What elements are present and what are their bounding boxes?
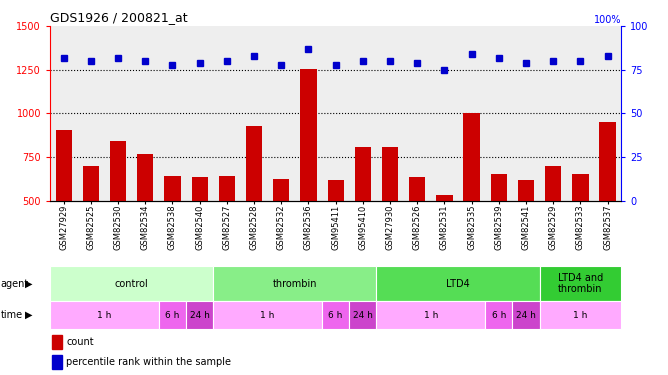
Bar bbox=[110, 141, 126, 288]
Text: 1 h: 1 h bbox=[424, 310, 438, 320]
Bar bbox=[349, 301, 377, 329]
Bar bbox=[137, 154, 154, 288]
Text: control: control bbox=[115, 279, 148, 289]
Bar bbox=[50, 266, 213, 301]
Bar bbox=[55, 130, 72, 288]
Bar bbox=[192, 177, 208, 288]
Bar bbox=[540, 301, 621, 329]
Bar bbox=[218, 176, 235, 288]
Bar bbox=[491, 174, 507, 288]
Bar bbox=[377, 301, 485, 329]
Text: ▶: ▶ bbox=[25, 310, 33, 320]
Bar bbox=[464, 112, 480, 288]
Text: 6 h: 6 h bbox=[165, 310, 180, 320]
Text: LTD4: LTD4 bbox=[446, 279, 470, 289]
Bar bbox=[512, 301, 540, 329]
Text: 1 h: 1 h bbox=[98, 310, 112, 320]
Bar bbox=[52, 355, 62, 369]
Bar bbox=[273, 179, 289, 288]
Text: 100%: 100% bbox=[594, 15, 621, 24]
Text: LTD4 and
thrombin: LTD4 and thrombin bbox=[558, 273, 603, 294]
Text: time: time bbox=[1, 310, 23, 320]
Bar bbox=[327, 180, 344, 288]
Text: 6 h: 6 h bbox=[329, 310, 343, 320]
Text: 6 h: 6 h bbox=[492, 310, 506, 320]
Text: count: count bbox=[66, 338, 94, 347]
Text: 1 h: 1 h bbox=[261, 310, 275, 320]
Bar bbox=[50, 301, 159, 329]
Bar bbox=[322, 301, 349, 329]
Bar bbox=[382, 147, 398, 288]
Bar bbox=[301, 69, 317, 288]
Bar bbox=[159, 301, 186, 329]
Bar bbox=[436, 195, 453, 288]
Bar bbox=[355, 147, 371, 288]
Text: agent: agent bbox=[1, 279, 29, 289]
Text: GDS1926 / 200821_at: GDS1926 / 200821_at bbox=[50, 11, 188, 24]
Bar bbox=[485, 301, 512, 329]
Bar bbox=[246, 126, 263, 288]
Bar bbox=[545, 166, 561, 288]
Bar bbox=[213, 301, 322, 329]
Bar bbox=[83, 166, 99, 288]
Text: percentile rank within the sample: percentile rank within the sample bbox=[66, 357, 231, 368]
Bar bbox=[164, 176, 180, 288]
Bar bbox=[409, 177, 426, 288]
Text: 24 h: 24 h bbox=[353, 310, 373, 320]
Text: 1 h: 1 h bbox=[573, 310, 588, 320]
Bar bbox=[186, 301, 213, 329]
Bar bbox=[52, 335, 62, 349]
Text: ▶: ▶ bbox=[25, 279, 33, 289]
Bar bbox=[377, 266, 540, 301]
Text: 24 h: 24 h bbox=[516, 310, 536, 320]
Text: 24 h: 24 h bbox=[190, 310, 210, 320]
Bar bbox=[540, 266, 621, 301]
Bar bbox=[518, 180, 534, 288]
Text: thrombin: thrombin bbox=[273, 279, 317, 289]
Bar bbox=[572, 174, 589, 288]
Bar bbox=[213, 266, 377, 301]
Bar bbox=[599, 122, 616, 288]
